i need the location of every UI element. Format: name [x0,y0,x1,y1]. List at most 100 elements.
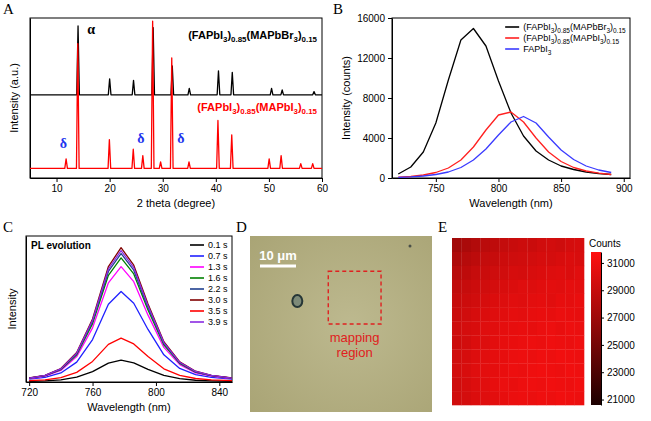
axis-line [601,253,602,406]
tick-label: 840 [211,387,228,398]
particle [292,295,302,307]
heatmap-cell [461,252,471,266]
heatmap-cell [452,238,462,252]
annotation: δ [177,131,184,146]
plot-frame [392,18,630,178]
panel-letter: B [333,1,343,17]
heatmap-cell [480,308,490,322]
panel: 1020304050602 theta (degree)Intensity (a… [8,18,329,209]
tick: 23000 [601,367,635,378]
heatmap-cell [490,322,500,336]
axis-line [26,237,27,383]
panel: 720760800840Wavelength (nm)Intensity0.1 … [6,236,233,413]
heatmap-cell [452,308,462,322]
heatmap-cell [546,391,556,405]
tick: 31000 [601,258,635,269]
text-part: 0.15 [302,35,318,44]
heatmap-cell [546,294,556,308]
heatmap-cell [452,349,462,363]
legend-label: (FAPbI3)0.85(MAPbBr3)0.15 [523,22,626,34]
heatmap-cell [565,377,575,391]
axis-line [393,178,631,179]
heatmap-cell [556,266,566,280]
heatmap-cell [471,391,481,405]
legend-item: 2.2 s [190,284,228,294]
heatmap-cell [556,252,566,266]
series-line [29,291,232,379]
text-part: 0.15 [613,27,626,34]
tick-label: 30 [158,183,170,194]
heatmap-cell [527,377,537,391]
heatmap-cell [509,252,519,266]
series-line [29,267,232,379]
heatmap-cell [575,349,585,363]
text-part: 3 [548,49,552,56]
heatmap-cell [471,335,481,349]
panel: 7508008509000400080001200016000Wavelengt… [340,13,633,209]
heatmap-cell [518,349,528,363]
heatmap-cell [546,322,556,336]
heatmap-cell [490,391,500,405]
mapping-label: mappingregion [330,330,380,360]
tick-label: 12000 [357,53,385,64]
heatmap-cell [480,266,490,280]
legend-item: 1.3 s [190,262,228,272]
heatmap-cell [565,252,575,266]
scale-bar [260,265,296,268]
x-axis-title: Wavelength (nm) [469,197,552,209]
legend-swatch [190,255,204,257]
x-axis: 720760800840 [21,382,232,398]
tick: 20 [105,178,117,194]
heatmap-cell [499,363,509,377]
legend-title: PL evolution [31,240,91,251]
heatmap-cell [490,280,500,294]
heatmap-cell [575,238,585,252]
heatmap-cell [509,335,519,349]
heatmap-cell [480,252,490,266]
heatmap-cell [575,266,585,280]
heatmap-cell [565,335,575,349]
tick-label: 10 [51,183,63,194]
legend-label: FAPbI3 [523,44,552,56]
tick-label: 800 [491,183,508,194]
tick: 800 [148,382,165,398]
heatmap-cell [490,335,500,349]
heatmap-cell [509,308,519,322]
legend-swatch [505,26,519,28]
legend-item: 3.9 s [190,317,228,327]
heatmap-cell [509,377,519,391]
heatmap-cell [452,322,462,336]
x-axis-title: 2 theta (degree) [137,197,215,209]
legend-swatch [505,48,519,50]
heatmap-cell [575,335,585,349]
heatmap-cell [565,280,575,294]
text-part: (MAPbBr [246,29,294,41]
heatmap-cell [537,322,547,336]
y-axis: 0400080001200016000 [357,13,392,184]
label-patch [195,100,319,117]
tick-mark [322,178,323,182]
heatmap-cells [452,238,584,405]
annotation: δ [60,136,67,151]
heatmap-cell [537,335,547,349]
tick-mark [601,263,604,264]
tick-mark [601,290,604,291]
series-line [30,26,322,95]
tick: 12000 [357,53,392,64]
tick: 8000 [363,93,392,104]
heatmap-cell [556,349,566,363]
tick-mark [156,382,157,386]
heatmap-cell [499,335,509,349]
series-label: (FAPbI3)0.85(MAPbI3)0.15 [197,101,317,116]
tick: 60 [317,178,329,194]
tick-label: 50 [264,183,276,194]
heatmap-cell [480,335,490,349]
heatmap-cell [480,391,490,405]
tick-mark [388,138,392,139]
tick-mark [388,98,392,99]
heatmap-cell [527,335,537,349]
heatmap-cell [499,280,509,294]
heatmap-cell [471,252,481,266]
tick-label: 760 [85,387,102,398]
heatmap-cell [471,266,481,280]
